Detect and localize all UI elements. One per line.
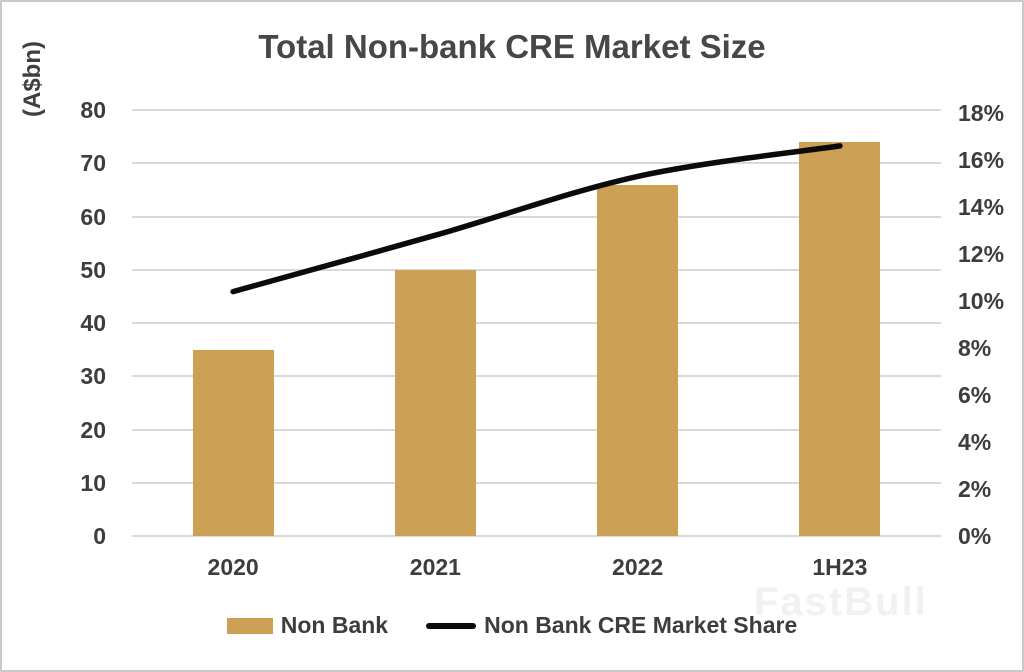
watermark: FastBull (754, 580, 928, 624)
line-swatch-icon (426, 622, 477, 629)
legend-item-non-bank: Non Bank (226, 612, 389, 639)
right-axis-tick-18pct: 18% (958, 100, 1005, 126)
left-axis-tick-0: 0 (93, 523, 106, 549)
bar-swatch-icon (226, 617, 273, 634)
right-axis-tick-0pct: 0% (958, 523, 992, 549)
x-axis-label-2020: 2020 (207, 554, 259, 580)
chart-title: Total Non-bank CRE Market Size (258, 28, 766, 65)
x-axis-label-2021: 2021 (409, 554, 461, 580)
right-axis-tick-6pct: 6% (958, 382, 992, 408)
right-axis-tick-2pct: 2% (958, 476, 992, 502)
left-axis-tick-70: 70 (80, 150, 106, 177)
left-axis-tick-50: 50 (80, 256, 106, 283)
right-axis-tick-10pct: 10% (958, 288, 1005, 314)
right-axis-tick-12pct: 12% (958, 241, 1005, 267)
bar-2020 (192, 349, 274, 536)
left-axis-tick-60: 60 (80, 203, 106, 230)
x-axis-label-2022: 2022 (612, 554, 664, 580)
right-axis-tick-14pct: 14% (958, 194, 1005, 220)
bar-2022 (597, 184, 679, 536)
left-axis-tick-10: 10 (80, 469, 106, 496)
legend-label-market-share: Non Bank CRE Market Share (484, 612, 798, 638)
left-axis-tick-30: 30 (80, 363, 106, 390)
legend-item-market-share: Non Bank CRE Market Share (426, 612, 797, 639)
bar-1H23 (799, 141, 881, 536)
legend: Non Bank Non Bank CRE Market Share (2, 612, 1022, 639)
legend-label-non-bank: Non Bank (280, 612, 389, 638)
right-axis-tick-8pct: 8% (958, 335, 992, 361)
gridline-80 (132, 109, 941, 111)
left-axis-tick-80: 80 (80, 97, 106, 123)
right-axis-tick-16pct: 16% (958, 147, 1005, 173)
right-axis-tick-4pct: 4% (958, 429, 992, 455)
market-share-line (230, 143, 843, 295)
bar-2021 (394, 269, 476, 536)
x-axis-label-1H23: 1H23 (812, 554, 868, 580)
left-axis-tick-20: 20 (80, 416, 106, 443)
left-axis-tick-40: 40 (80, 310, 106, 336)
